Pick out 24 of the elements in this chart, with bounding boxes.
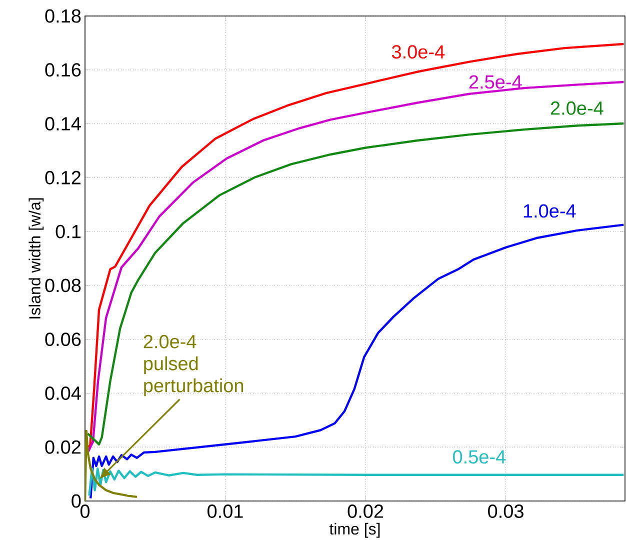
x-tick-label: 0.02 — [348, 504, 384, 518]
series-label: 2.5e-4 — [469, 75, 522, 89]
y-tick-label: 0.14 — [45, 117, 81, 130]
y-tick-label: 0.02 — [45, 440, 81, 454]
y-tick-label: 0.08 — [45, 278, 81, 292]
y-tick-label: 0.12 — [45, 170, 81, 184]
x-tick-label: 0 — [80, 504, 90, 518]
y-tick-label: 0.18 — [45, 9, 81, 23]
x-axis-title: time [s] — [329, 522, 380, 538]
x-tick-label: 0.03 — [488, 504, 524, 518]
series-label: 0.5e-4 — [453, 450, 506, 464]
line-series — [90, 224, 625, 500]
y-tick-label: 0 — [72, 494, 81, 508]
y-axis-title: Island width [w/a] — [28, 198, 44, 318]
y-tick-label: 0.1 — [56, 224, 81, 238]
y-tick-label: 0.06 — [45, 332, 81, 346]
series-label: 3.0e-4 — [392, 45, 445, 59]
line-series — [85, 430, 138, 501]
series-label: 2.0e-4 — [550, 101, 604, 115]
series-label: 1.0e-4 — [524, 204, 576, 218]
y-tick-label: 0.04 — [45, 386, 81, 400]
x-tick-label: 0.01 — [208, 504, 243, 518]
y-tick-label: 0.16 — [45, 63, 81, 77]
text: 2.0e-4 pulsed perturbation — [144, 334, 244, 396]
